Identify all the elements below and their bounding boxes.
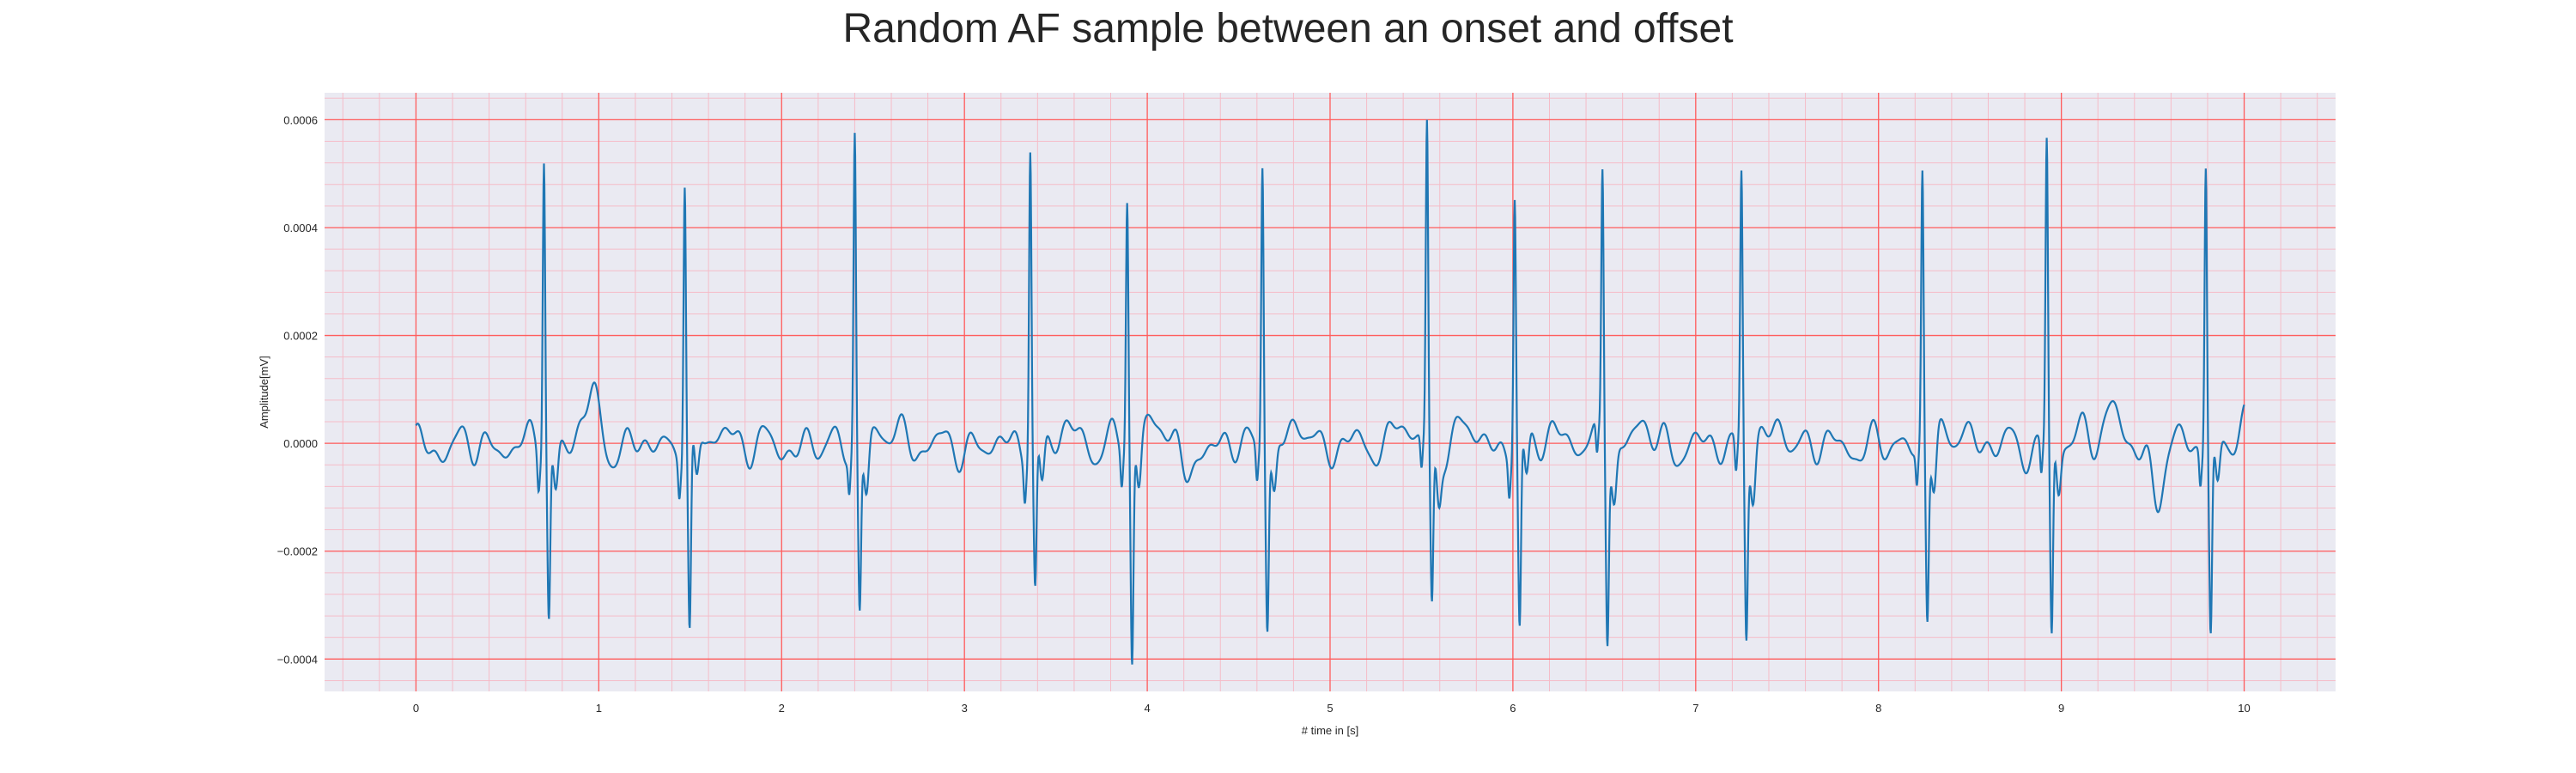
y-axis-ticks: −0.0004 −0.0002 0.0000 0.0002 0.0004 0.0006: [277, 113, 318, 666]
x-tick-label: 7: [1692, 702, 1698, 715]
x-tick-label: 0: [413, 702, 419, 715]
y-tick-label: 0.0004: [283, 222, 318, 234]
x-axis-label: # time in [s]: [1302, 724, 1358, 737]
chart-title: Random AF sample between an onset and of…: [842, 6, 1734, 52]
x-tick-label: 6: [1510, 702, 1516, 715]
x-tick-label: 2: [779, 702, 785, 715]
x-tick-label: 5: [1327, 702, 1333, 715]
x-tick-label: 10: [2238, 702, 2250, 715]
y-tick-label: 0.0006: [283, 113, 318, 126]
y-tick-label: −0.0002: [277, 545, 318, 558]
y-tick-label: 0.0000: [283, 437, 318, 450]
y-axis-label: Amplitude[mV]: [258, 356, 270, 429]
x-tick-label: 1: [596, 702, 602, 715]
x-tick-label: 3: [962, 702, 968, 715]
x-tick-label: 4: [1144, 702, 1150, 715]
y-tick-label: 0.0002: [283, 330, 318, 343]
x-tick-label: 8: [1875, 702, 1881, 715]
y-tick-label: −0.0004: [277, 653, 318, 666]
ecg-series-line: [415, 119, 2245, 665]
x-tick-label: 9: [2058, 702, 2064, 715]
x-axis-ticks: 0 1 2 3 4 5 6 7 8 9 10: [413, 702, 2251, 715]
